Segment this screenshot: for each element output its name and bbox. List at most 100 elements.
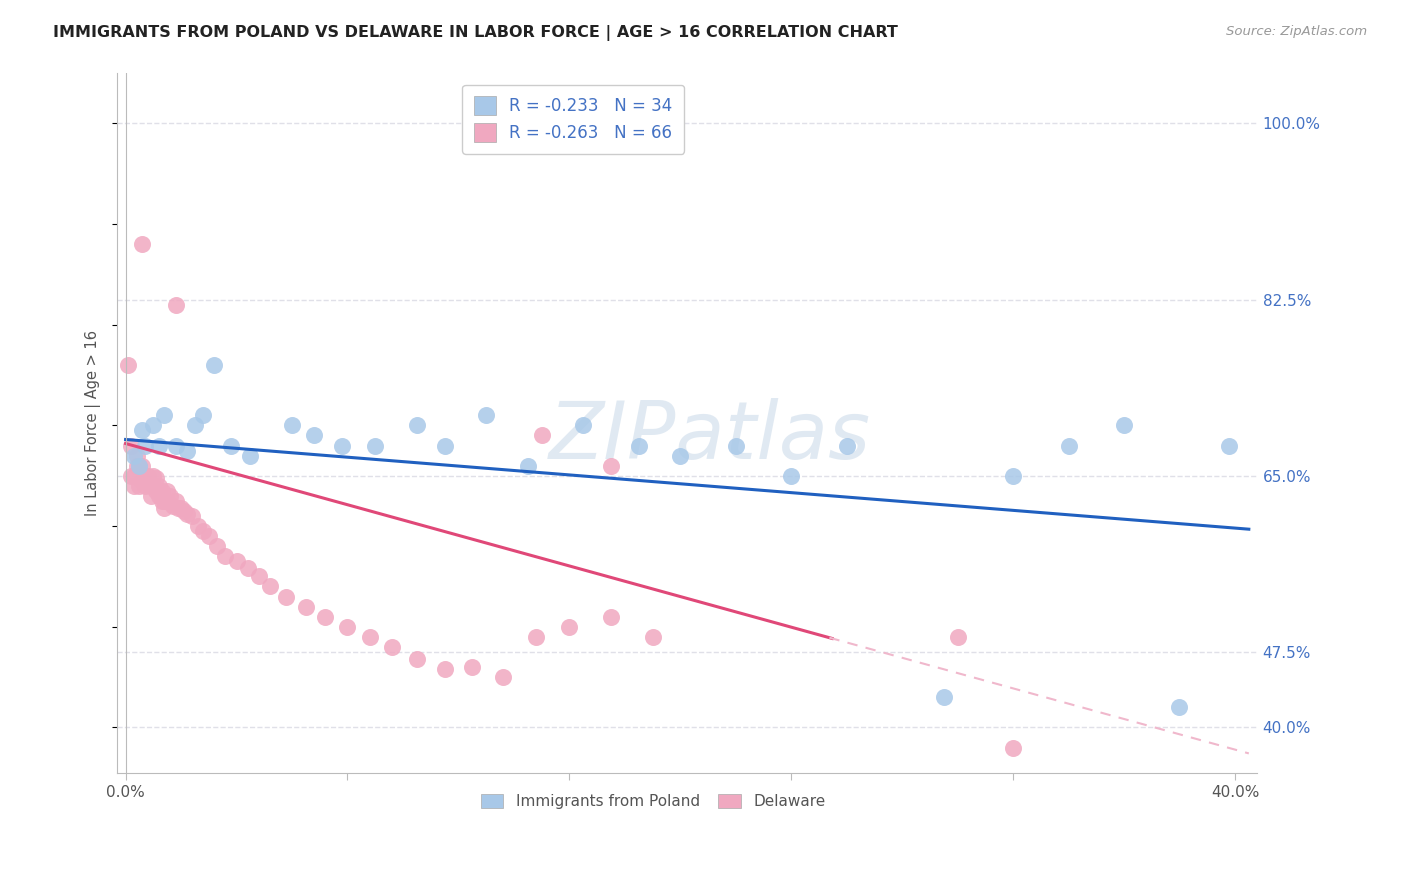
Point (281, 418, 304, 433)
Point (125, 458, 148, 473)
Point (128, 458, 150, 473)
Point (131, 474, 153, 488)
Point (198, 529, 221, 543)
Text: IMMIGRANTS FROM POLAND VS DELAWARE IN LABOR FORCE | AGE > 16 CORRELATION CHART: IMMIGRANTS FROM POLAND VS DELAWARE IN LA… (53, 25, 898, 41)
Point (148, 438, 170, 452)
Point (167, 500, 190, 515)
Point (1057, 438, 1080, 452)
Point (150, 494, 173, 508)
Point (259, 579, 281, 593)
Point (381, 640, 404, 654)
Point (122, 449, 145, 463)
Point (131, 458, 153, 473)
Point (134, 438, 156, 452)
Point (530, 428, 553, 442)
Point (1002, 740, 1025, 755)
Y-axis label: In Labor Force | Age > 16: In Labor Force | Age > 16 (86, 330, 101, 516)
Point (165, 494, 187, 508)
Point (131, 237, 153, 252)
Point (165, 297, 187, 311)
Point (295, 599, 318, 614)
Point (492, 670, 515, 684)
Text: ZIPatlas: ZIPatlas (548, 398, 872, 475)
Point (1168, 700, 1191, 714)
Point (276, 590, 298, 604)
Point (117, 358, 139, 372)
Point (405, 652, 427, 666)
Point (932, 690, 955, 705)
Point (641, 630, 664, 644)
Point (145, 471, 167, 485)
Point (170, 500, 193, 515)
Point (1112, 418, 1135, 433)
Point (142, 479, 165, 493)
Point (173, 504, 195, 518)
Point (225, 554, 247, 568)
Point (136, 468, 159, 483)
Point (302, 428, 325, 442)
Point (205, 539, 228, 553)
Point (134, 468, 156, 483)
Point (136, 474, 159, 488)
Point (139, 489, 162, 503)
Point (153, 500, 176, 515)
Point (364, 438, 387, 452)
Point (131, 424, 153, 438)
Point (142, 468, 165, 483)
Point (433, 438, 456, 452)
Point (156, 494, 179, 508)
Point (187, 519, 209, 533)
Point (247, 569, 270, 583)
Point (122, 468, 145, 483)
Point (153, 409, 176, 423)
Point (330, 438, 353, 452)
Point (193, 409, 215, 423)
Point (669, 449, 692, 463)
Point (1218, 438, 1240, 452)
Point (165, 438, 187, 452)
Point (461, 660, 484, 674)
Point (153, 494, 176, 508)
Point (125, 449, 148, 463)
Point (148, 489, 170, 503)
Point (122, 479, 145, 493)
Point (600, 458, 623, 473)
Point (162, 499, 184, 513)
Point (142, 418, 165, 433)
Point (214, 549, 236, 564)
Point (1002, 468, 1025, 483)
Point (600, 609, 623, 624)
Point (946, 630, 969, 644)
Point (176, 507, 198, 521)
Point (181, 508, 204, 523)
Point (156, 483, 179, 498)
Point (359, 630, 381, 644)
Point (475, 409, 498, 423)
Point (572, 418, 595, 433)
Point (150, 483, 173, 498)
Point (184, 418, 207, 433)
Point (558, 620, 581, 634)
Point (724, 438, 747, 452)
Point (236, 561, 259, 575)
Point (219, 438, 242, 452)
Point (159, 489, 181, 503)
Point (336, 620, 359, 634)
Point (524, 630, 547, 644)
Point (128, 479, 150, 493)
Point (134, 479, 156, 493)
Point (780, 468, 803, 483)
Point (627, 438, 650, 452)
Point (516, 458, 538, 473)
Point (120, 468, 142, 483)
Point (128, 458, 150, 473)
Text: Source: ZipAtlas.com: Source: ZipAtlas.com (1226, 25, 1367, 38)
Point (193, 524, 215, 538)
Point (239, 449, 262, 463)
Point (148, 479, 170, 493)
Point (120, 438, 142, 452)
Point (176, 443, 198, 458)
Point (202, 358, 225, 372)
Legend: Immigrants from Poland, Delaware: Immigrants from Poland, Delaware (474, 789, 831, 815)
Point (139, 479, 162, 493)
